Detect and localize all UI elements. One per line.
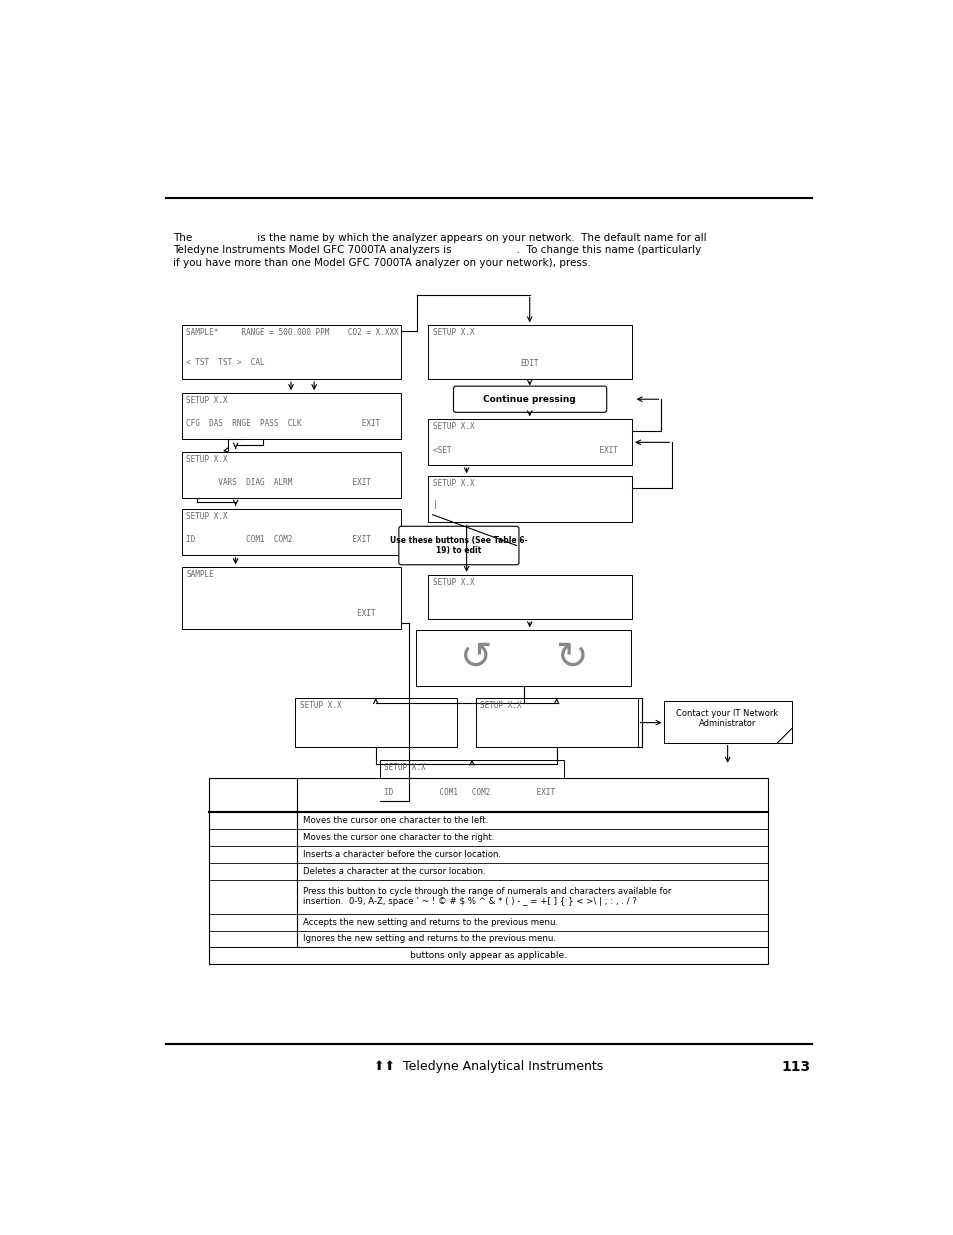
Text: if you have more than one Model GFC 7000TA analyzer on your network), press.: if you have more than one Model GFC 7000… — [173, 258, 590, 268]
Bar — [428, 477, 632, 522]
Text: < TST  TST >  CAL: < TST TST > CAL — [186, 358, 265, 367]
Text: ID          COM1   COM2          EXIT: ID COM1 COM2 EXIT — [384, 788, 555, 797]
Text: buttons only appear as applicable.: buttons only appear as applicable. — [410, 951, 567, 961]
Text: Accepts the new setting and returns to the previous menu.: Accepts the new setting and returns to t… — [303, 918, 558, 926]
Text: Continue pressing: Continue pressing — [483, 395, 576, 404]
FancyBboxPatch shape — [398, 526, 518, 564]
Bar — [294, 698, 456, 747]
Text: Deletes a character at the cursor location.: Deletes a character at the cursor locati… — [303, 867, 485, 876]
Text: SETUP X.X: SETUP X.X — [186, 454, 228, 463]
Text: SETUP X.X: SETUP X.X — [299, 701, 341, 710]
Text: Moves the cursor one character to the left.: Moves the cursor one character to the le… — [303, 816, 488, 825]
Text: SAMPLE*     RANGE = 500.000 PPM    CO2 = X.XXX: SAMPLE* RANGE = 500.000 PPM CO2 = X.XXX — [186, 329, 398, 337]
Bar — [181, 452, 400, 498]
Text: CFG  DAS  RNGE  PASS  CLK             EXIT: CFG DAS RNGE PASS CLK EXIT — [186, 420, 380, 429]
Text: SETUP X.X: SETUP X.X — [480, 701, 521, 710]
Text: Press this button to cycle through the range of numerals and characters availabl: Press this button to cycle through the r… — [303, 887, 671, 906]
Text: ⬆⬆  Teledyne Analytical Instruments: ⬆⬆ Teledyne Analytical Instruments — [374, 1061, 603, 1073]
Text: VARS  DIAG  ALRM             EXIT: VARS DIAG ALRM EXIT — [186, 478, 371, 487]
Bar — [428, 325, 632, 379]
Bar — [476, 698, 637, 747]
Text: ID           COM1  COM2             EXIT: ID COM1 COM2 EXIT — [186, 535, 371, 543]
Bar — [210, 778, 767, 965]
Bar — [181, 567, 400, 629]
Text: EXIT: EXIT — [186, 609, 375, 618]
Text: SETUP X.X: SETUP X.X — [433, 422, 474, 431]
Text: The                    is the name by which the analyzer appears on your network: The is the name by which the analyzer ap… — [173, 233, 706, 243]
Text: <SET                                EXIT: <SET EXIT — [433, 446, 618, 454]
Text: 113: 113 — [781, 1060, 810, 1073]
Text: ↺: ↺ — [459, 638, 492, 677]
Text: Contact your IT Network
Administrator: Contact your IT Network Administrator — [676, 709, 778, 729]
Bar — [428, 419, 632, 466]
Text: ↻: ↻ — [554, 638, 587, 677]
Text: SETUP X.X: SETUP X.X — [433, 578, 474, 587]
Bar — [416, 630, 631, 685]
Bar — [181, 325, 400, 379]
Text: SETUP X.X: SETUP X.X — [433, 479, 474, 488]
Text: Inserts a character before the cursor location.: Inserts a character before the cursor lo… — [303, 850, 501, 858]
Text: |: | — [433, 500, 437, 509]
Bar — [379, 760, 564, 808]
Bar — [428, 574, 632, 620]
FancyBboxPatch shape — [453, 387, 606, 412]
Text: SAMPLE: SAMPLE — [186, 571, 213, 579]
Text: SETUP X.X: SETUP X.X — [433, 329, 474, 337]
Text: EDIT: EDIT — [520, 359, 538, 368]
Text: SETUP X.X: SETUP X.X — [384, 763, 425, 772]
Bar — [181, 393, 400, 440]
Text: Teledyne Instruments Model GFC 7000TA analyzers is                    .  To chan: Teledyne Instruments Model GFC 7000TA an… — [173, 246, 700, 256]
Text: Moves the cursor one character to the right.: Moves the cursor one character to the ri… — [303, 832, 495, 842]
Bar — [181, 509, 400, 555]
Text: SETUP X.X: SETUP X.X — [186, 396, 228, 405]
Bar — [664, 701, 791, 742]
Text: SETUP X.X: SETUP X.X — [186, 511, 228, 521]
Text: Use these buttons (See Table 6-
19) to edit: Use these buttons (See Table 6- 19) to e… — [390, 536, 527, 556]
Text: Ignores the new setting and returns to the previous menu.: Ignores the new setting and returns to t… — [303, 935, 556, 944]
